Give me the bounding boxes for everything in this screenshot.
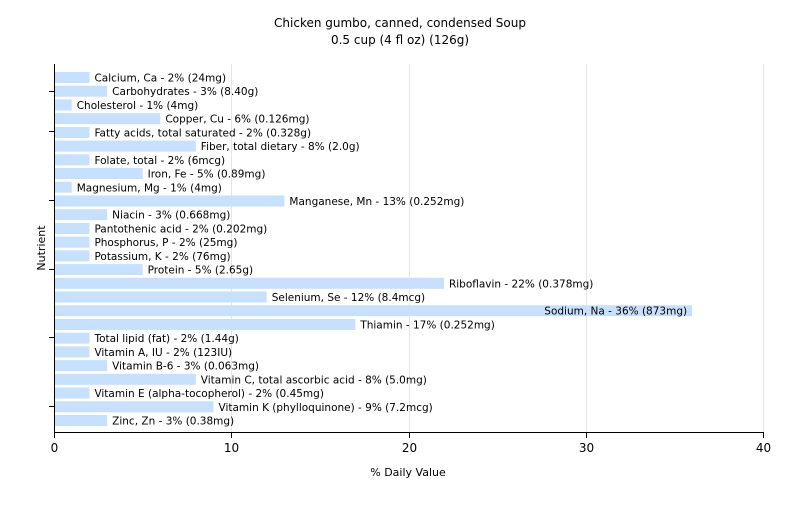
bar [55, 140, 196, 152]
bar [55, 126, 90, 138]
bar [55, 209, 108, 221]
bar [55, 291, 267, 303]
bar-label: Iron, Fe - 5% (0.89mg) [148, 169, 266, 181]
bar-label: Folate, total - 2% (6mcg) [94, 155, 225, 167]
bar-label: Niacin - 3% (0.668mg) [112, 210, 230, 222]
x-tick-label: 30 [579, 441, 594, 455]
bars: Calcium, Ca - 2% (24mg)Carbohydrates - 3… [55, 72, 693, 428]
x-tick-label: 20 [402, 441, 417, 455]
bar [55, 401, 214, 413]
x-tick-label: 40 [756, 441, 771, 455]
bar [55, 181, 72, 193]
bar-label: Fatty acids, total saturated - 2% (0.328… [94, 127, 311, 139]
bar-label: Vitamin C, total ascorbic acid - 8% (5.0… [201, 374, 427, 386]
bar [55, 236, 90, 248]
bar [55, 277, 444, 289]
bar [55, 168, 143, 180]
bar [55, 305, 693, 317]
bar [55, 195, 285, 207]
chart-subtitle: 0.5 cup (4 fl oz) (126g) [331, 33, 469, 47]
x-tick-label: 10 [224, 441, 239, 455]
bar-label: Vitamin K (phylloquinone) - 9% (7.2mcg) [219, 402, 433, 414]
bar-label: Phosphorus, P - 2% (25mg) [94, 237, 237, 249]
bar [55, 113, 161, 125]
bar-label: Magnesium, Mg - 1% (4mg) [77, 182, 222, 194]
bar-label: Vitamin E (alpha-tocopherol) - 2% (0.45m… [94, 388, 324, 400]
bar [55, 346, 90, 358]
bar [55, 360, 108, 372]
bar-label: Selenium, Se - 12% (8.4mcg) [272, 292, 425, 304]
bar-label: Zinc, Zn - 3% (0.38mg) [112, 416, 234, 428]
bar [55, 250, 90, 262]
y-axis-label: Nutrient [35, 225, 48, 271]
bar-label: Vitamin B-6 - 3% (0.063mg) [112, 361, 259, 373]
gridlines [231, 64, 764, 432]
axes: 0 10 20 30 40 [49, 64, 771, 455]
bar-label: Total lipid (fat) - 2% (1.44g) [93, 333, 238, 345]
bar-label: Potassium, K - 2% (76mg) [94, 251, 230, 263]
bar [55, 373, 196, 385]
bar-label: Carbohydrates - 3% (8.40g) [112, 86, 258, 98]
chart-title: Chicken gumbo, canned, condensed Soup [274, 16, 526, 30]
bar [55, 72, 90, 83]
bar [55, 99, 72, 111]
bar-label: Thiamin - 17% (0.252mg) [359, 319, 495, 331]
bar-label: Cholesterol - 1% (4mg) [77, 100, 199, 112]
bar [55, 85, 108, 97]
bar-label: Pantothenic acid - 2% (0.202mg) [94, 223, 267, 235]
bar [55, 264, 143, 276]
x-tick-label: 0 [51, 441, 59, 455]
bar-label: Riboflavin - 22% (0.378mg) [449, 278, 593, 290]
x-axis-label: % Daily Value [370, 466, 446, 479]
bar [55, 415, 108, 426]
bar-label: Copper, Cu - 6% (0.126mg) [165, 114, 309, 126]
bar-label: Calcium, Ca - 2% (24mg) [94, 73, 226, 85]
bar [55, 318, 356, 330]
bar-label: Fiber, total dietary - 8% (2.0g) [201, 141, 360, 153]
bar-label: Vitamin A, IU - 2% (123IU) [94, 347, 232, 359]
bar [55, 222, 90, 234]
bar [55, 332, 90, 344]
bar [55, 387, 90, 399]
bar-label: Sodium, Na - 36% (873mg) [544, 306, 687, 318]
bar-label: Manganese, Mn - 13% (0.252mg) [289, 196, 464, 208]
bar-label: Protein - 5% (2.65g) [148, 265, 254, 277]
bar [55, 154, 90, 166]
